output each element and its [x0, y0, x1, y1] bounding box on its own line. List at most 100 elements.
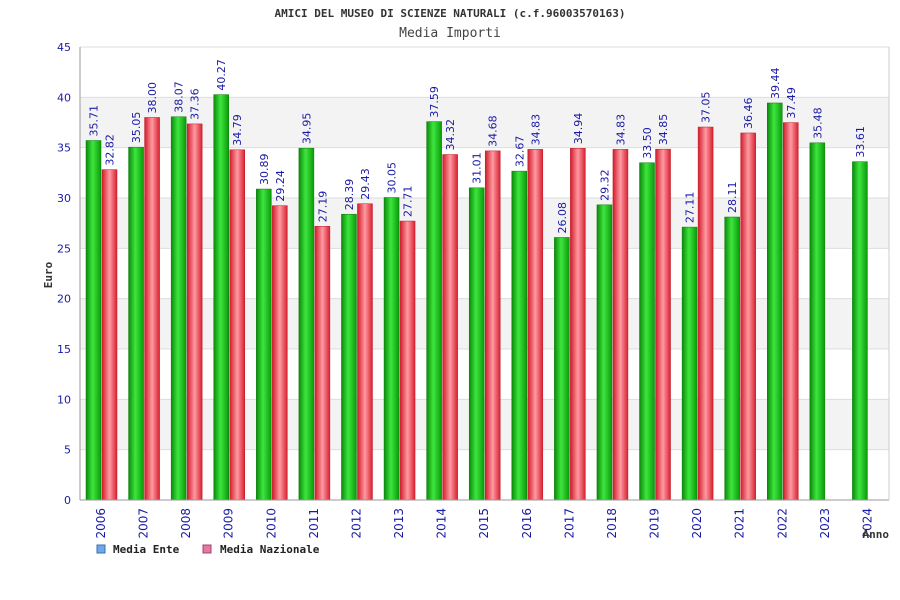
bar-media-ente-2018 [596, 204, 613, 501]
bar-media-nazionale-2006 [101, 169, 118, 501]
bar-media-ente-2008 [170, 116, 187, 501]
x-tick-label-2010: 2010 [264, 508, 278, 539]
data-label-media-nazionale-2021: 36.46 [742, 97, 755, 129]
data-label-media-ente-2020: 27.11 [684, 192, 697, 224]
x-tick-label-2012: 2012 [349, 508, 363, 539]
bar-media-nazionale-2020 [697, 126, 714, 501]
data-label-media-nazionale-2010: 29.24 [274, 170, 287, 202]
axes-group: 0 5 10 15 20 25 30 35 40 45 2006 2007 2008 2009 2010 20… [57, 41, 890, 539]
bar-media-nazionale-2014 [442, 154, 458, 501]
data-label-media-nazionale-2017: 34.94 [572, 113, 585, 145]
x-tick-label-2014: 2014 [435, 508, 449, 539]
y-tick-label: 30 [57, 192, 71, 205]
x-tick-label-2020: 2020 [690, 508, 704, 539]
data-label-media-ente-2022: 39.44 [769, 67, 782, 99]
data-label-media-nazionale-2013: 27.71 [402, 186, 415, 218]
data-label-media-ente-2008: 38.07 [173, 81, 186, 113]
data-label-media-ente-2018: 29.32 [598, 169, 611, 201]
data-label-media-nazionale-2022: 37.49 [785, 87, 798, 119]
bar-media-nazionale-2010 [272, 205, 288, 501]
data-label-media-nazionale-2015: 34.68 [487, 115, 500, 147]
bar-media-nazionale-2015 [484, 150, 501, 501]
y-tick-label: 0 [64, 494, 71, 507]
bar-media-nazionale-2022 [783, 122, 799, 501]
x-tick-label-2015: 2015 [477, 508, 491, 539]
x-tick-label-2009: 2009 [222, 508, 236, 539]
data-label-media-ente-2013: 30.05 [386, 162, 399, 194]
data-label-media-nazionale-2018: 34.83 [614, 114, 627, 146]
bar-media-ente-2017 [554, 237, 570, 501]
x-tick-label-2013: 2013 [392, 508, 406, 539]
data-label-media-nazionale-2006: 32.82 [104, 134, 117, 166]
bar-media-nazionale-2011 [314, 226, 331, 501]
x-tick-label-2021: 2021 [733, 508, 747, 539]
bar-media-ente-2023 [809, 142, 826, 501]
bar-media-nazionale-2019 [655, 148, 671, 501]
data-label-media-ente-2011: 34.95 [300, 113, 313, 145]
x-tick-label-2018: 2018 [605, 508, 619, 539]
data-label-media-nazionale-2014: 34.32 [444, 119, 457, 151]
data-label-media-ente-2019: 33.50 [641, 127, 654, 159]
bar-media-ente-2015 [468, 187, 485, 501]
bar-media-ente-2006 [85, 140, 102, 501]
data-label-media-nazionale-2008: 37.36 [189, 88, 202, 120]
bar-media-ente-2007 [128, 146, 144, 501]
bar-media-ente-2024 [852, 161, 868, 501]
y-axis-label: Euro [42, 261, 55, 288]
bar-media-nazionale-2008 [186, 123, 203, 501]
data-label-media-ente-2014: 37.59 [428, 86, 441, 118]
chart-subtitle: Media Importi [399, 26, 501, 41]
bar-media-ente-2016 [511, 170, 528, 501]
data-label-media-ente-2017: 26.08 [556, 202, 569, 234]
y-tick-label: 40 [57, 91, 71, 104]
bar-media-nazionale-2012 [357, 203, 373, 501]
data-label-media-ente-2024: 33.61 [854, 126, 867, 158]
x-tick-label-2006: 2006 [94, 508, 108, 539]
bar-media-ente-2019 [639, 162, 655, 501]
data-label-media-nazionale-2007: 38.00 [146, 82, 159, 114]
bar-media-nazionale-2017 [570, 148, 586, 501]
y-tick-label: 10 [57, 393, 71, 406]
grid-band [80, 47, 889, 98]
x-tick-label-2008: 2008 [179, 508, 193, 539]
legend-swatch-media-nazionale [202, 544, 212, 554]
x-axis-label: Anno [863, 528, 890, 541]
bar-media-ente-2010 [256, 188, 272, 501]
data-label-media-nazionale-2011: 27.19 [316, 191, 329, 223]
bar-media-ente-2022 [767, 102, 783, 501]
bar-media-nazionale-2021 [740, 132, 756, 501]
y-tick-label: 35 [57, 142, 71, 155]
bar-media-ente-2021 [724, 216, 740, 501]
legend-label-media-ente: Media Ente [113, 543, 180, 556]
y-tick-label: 45 [57, 41, 71, 54]
x-tick-label-2016: 2016 [520, 508, 534, 539]
bar-media-ente-2020 [681, 226, 698, 501]
bar-media-ente-2011 [298, 147, 315, 501]
data-label-media-nazionale-2020: 37.05 [700, 92, 713, 124]
x-tick-label-2023: 2023 [818, 508, 832, 539]
y-tick-label: 20 [57, 293, 71, 306]
bar-media-nazionale-2016 [527, 149, 544, 501]
bar-media-nazionale-2013 [399, 220, 416, 501]
data-label-media-ente-2023: 35.48 [811, 107, 824, 139]
data-label-media-ente-2012: 28.39 [343, 179, 356, 211]
bars-group [85, 94, 868, 501]
data-label-media-ente-2015: 31.01 [471, 152, 484, 184]
x-tick-label-2017: 2017 [562, 508, 576, 539]
data-label-media-ente-2021: 28.11 [726, 182, 739, 214]
chart-title: AMICI DEL MUSEO DI SCIENZE NATURALI (c.f… [275, 7, 626, 20]
bar-media-ente-2012 [341, 213, 357, 501]
data-label-media-ente-2010: 30.89 [258, 154, 271, 186]
legend: Media Ente Media Nazionale [96, 543, 320, 556]
data-label-media-ente-2007: 35.05 [130, 112, 143, 144]
y-tick-label: 25 [57, 242, 71, 255]
x-tick-label-2011: 2011 [307, 508, 321, 539]
bar-media-nazionale-2018 [612, 149, 629, 501]
bar-media-nazionale-2009 [229, 149, 245, 501]
legend-label-media-nazionale: Media Nazionale [220, 543, 320, 556]
data-label-media-nazionale-2012: 29.43 [359, 168, 372, 200]
data-label-media-ente-2016: 32.67 [513, 136, 526, 168]
x-tick-label-2019: 2019 [648, 508, 662, 539]
